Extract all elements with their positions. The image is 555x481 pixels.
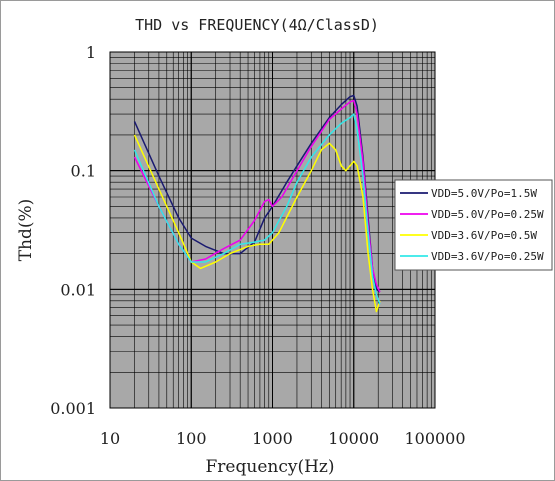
series-line-3 [133, 134, 381, 313]
y-axis-label: Thd(%) [16, 199, 36, 262]
series-line-4 [133, 113, 381, 305]
legend: VDD=5.0V/Po=1.5W VDD=5.0V/Po=0.25W VDD=3.6… [394, 179, 553, 271]
series-lines [133, 94, 381, 313]
x-axis-label: Frequency(Hz) [206, 457, 335, 477]
y-tick-label: 0.001 [50, 399, 96, 418]
x-tick-label: 100000 [404, 429, 465, 448]
x-tick-label: 1000 [252, 429, 293, 448]
y-tick-label: 1 [86, 43, 96, 62]
x-tick-label: 100 [176, 429, 207, 448]
legend-entry-label: VDD=5.0V/Po=0.25W [431, 208, 544, 221]
y-tick-labels: 1 0.1 0.01 0.001 [50, 43, 96, 418]
legend-entry-label: VDD=3.6V/Po=0.5W [431, 229, 537, 242]
grid-lines [109, 51, 436, 409]
chart-title: THD vs FREQUENCY(4Ω/ClassD) [135, 16, 379, 34]
legend-box [394, 179, 553, 271]
series-line-2 [133, 99, 381, 293]
y-tick-label: 0.1 [71, 162, 96, 181]
legend-entry-label: VDD=5.0V/Po=1.5W [431, 187, 537, 200]
y-tick-label: 0.01 [60, 280, 96, 299]
x-tick-labels: 10 100 1000 10000 100000 [100, 429, 466, 448]
x-tick-label: 10000 [328, 429, 379, 448]
x-tick-label: 10 [100, 429, 120, 448]
legend-entry-label: VDD=3.6V/Po=0.25W [431, 250, 544, 263]
